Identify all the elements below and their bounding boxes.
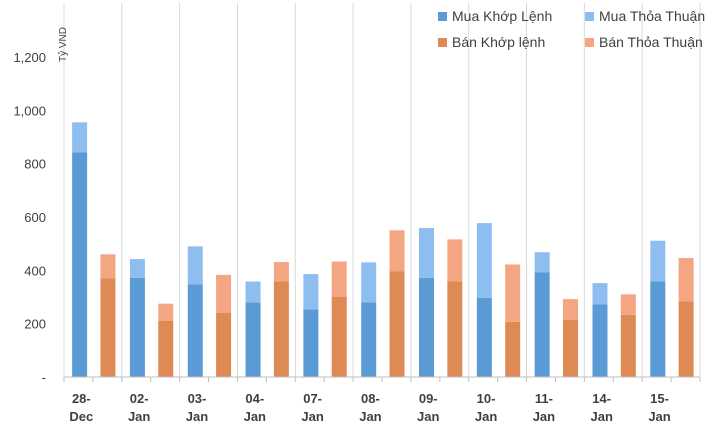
y-tick-label: 1,200 (13, 50, 46, 65)
bar-segment (678, 258, 694, 302)
bar-segment (158, 321, 174, 377)
bar-segment (129, 277, 145, 377)
legend-label: Mua Thỏa Thuận (599, 8, 705, 24)
bar-segment (534, 252, 550, 273)
bar-segment (129, 259, 145, 278)
bar-segment (331, 261, 347, 297)
y-tick-label: - (42, 370, 46, 385)
gridlines (63, 3, 701, 377)
bar-segment (216, 274, 232, 313)
bar-segment (361, 262, 377, 303)
bar-segment (216, 313, 232, 377)
x-tick-label: 07- (303, 391, 322, 406)
bar-segment (100, 278, 116, 377)
legend-swatch (438, 38, 447, 47)
bar-segment (419, 277, 435, 377)
bar-segment (592, 283, 608, 305)
x-tick-label: Jan (359, 409, 381, 422)
y-tick-label: 200 (24, 317, 46, 332)
bar-segment (361, 302, 377, 377)
legend-label: Bán Khớp lệnh (452, 34, 545, 50)
bar-segment (187, 246, 203, 285)
x-tick-label: 09- (419, 391, 438, 406)
y-axis-unit-label: Tỷ VND (57, 27, 69, 62)
bar-segment (650, 281, 666, 377)
bar-segment (447, 281, 463, 377)
bar-segment (562, 319, 578, 377)
x-axis-ticks: 28- Dec 02- Jan 03- Jan 04- Jan 07- Jan 08- Jan 09- J… (69, 391, 670, 422)
x-tick-label: Jan (475, 409, 497, 422)
y-axis-ticks: - 200 400 600 800 1,000 1,200 (13, 50, 46, 385)
bars (72, 122, 694, 377)
bar-segment (100, 254, 116, 279)
bar-segment (245, 302, 261, 377)
bar-segment (389, 271, 405, 377)
bar-segment (419, 227, 435, 278)
x-tick-label: Jan (186, 409, 208, 422)
x-tick-label: 28- (72, 391, 91, 406)
x-tick-label: 14- (592, 391, 611, 406)
legend-swatch (585, 12, 594, 21)
bar-segment (620, 314, 636, 377)
x-tick-label: 11- (535, 391, 553, 406)
x-tick-label: 02- (130, 391, 149, 406)
bar-segment (476, 297, 492, 377)
x-axis (63, 376, 701, 382)
bar-segment (650, 240, 666, 282)
bar-segment (273, 262, 289, 282)
bar-segment (72, 152, 88, 377)
x-tick-label: Jan (533, 409, 555, 422)
bar-segment (476, 223, 492, 298)
bar-segment (389, 230, 405, 272)
legend-swatch (585, 38, 594, 47)
x-tick-label: 10- (477, 391, 496, 406)
x-tick-label: 08- (361, 391, 380, 406)
bar-segment (534, 272, 550, 377)
y-tick-label: 1,000 (13, 103, 46, 118)
bar-segment (620, 294, 636, 315)
bar-segment (303, 309, 319, 377)
legend: Mua Khớp Lệnh Mua Thỏa Thuận Bán Khớp lệnh… (438, 8, 705, 50)
x-tick-label: Jan (648, 409, 670, 422)
x-tick-label: Jan (244, 409, 266, 422)
bar-segment (331, 297, 347, 377)
bar-segment (562, 299, 578, 320)
x-tick-label: Jan (128, 409, 150, 422)
legend-label: Mua Khớp Lệnh (452, 8, 552, 24)
bar-segment (187, 284, 203, 377)
bar-segment (72, 122, 88, 153)
bar-segment (505, 264, 521, 322)
x-tick-label: Jan (301, 409, 323, 422)
bar-segment (678, 301, 694, 377)
y-tick-label: 600 (24, 210, 46, 225)
bar-segment (447, 239, 463, 282)
bar-segment (245, 281, 261, 303)
bar-segment (592, 304, 608, 377)
x-tick-label: Dec (69, 409, 93, 422)
bar-segment (273, 281, 289, 377)
x-tick-label: Jan (417, 409, 439, 422)
bar-segment (158, 303, 174, 321)
x-tick-label: 04- (245, 391, 264, 406)
legend-label: Bán Thỏa Thuận (599, 34, 703, 50)
x-tick-label: Jan (591, 409, 613, 422)
y-tick-label: 400 (24, 263, 46, 278)
x-tick-label: 15- (650, 391, 669, 406)
bar-segment (505, 321, 521, 377)
y-tick-label: 800 (24, 157, 46, 172)
bar-segment (303, 274, 319, 310)
x-tick-label: 03- (188, 391, 207, 406)
legend-swatch (438, 12, 447, 21)
